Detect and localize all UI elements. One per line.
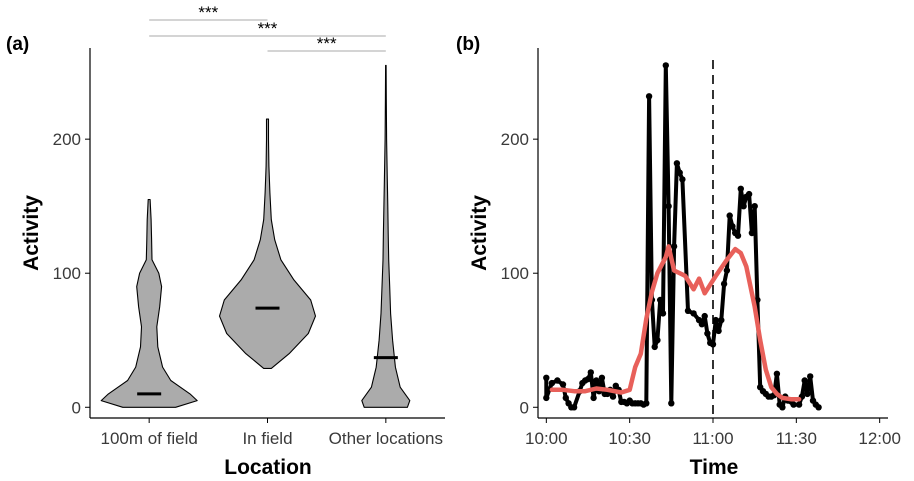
panel-b-y-ticks: 0 100 200 <box>501 130 538 417</box>
significance-brackets: *** *** *** <box>149 3 386 53</box>
raw-activity-point <box>740 203 747 210</box>
y-tick-label: 100 <box>501 264 529 283</box>
raw-activity-point <box>729 223 736 230</box>
y-tick-label: 0 <box>520 398 529 417</box>
raw-activity-point <box>584 375 592 383</box>
y-tick-label: 0 <box>72 398 81 417</box>
raw-activity-point <box>651 343 658 351</box>
smoothed-activity-line <box>549 244 802 402</box>
panel-b-x-axis-title: Time <box>690 456 739 479</box>
raw-activity-point <box>670 243 678 250</box>
raw-activity-point <box>643 400 650 407</box>
raw-activity-point <box>609 393 617 400</box>
raw-activity-point <box>779 404 786 411</box>
raw-activity-point <box>751 203 758 210</box>
panel-a-y-axis-title: Activity <box>20 195 43 271</box>
raw-activity-point <box>807 373 814 380</box>
panel-a-x-axis-title: Location <box>224 456 312 479</box>
x-tick-label: 10:30 <box>608 429 651 448</box>
raw-activity-point <box>745 190 753 198</box>
raw-activity-point <box>654 337 661 344</box>
raw-activity-point <box>734 232 742 239</box>
raw-activity-point <box>559 381 567 388</box>
raw-activity-point <box>665 203 672 210</box>
y-tick-label: 200 <box>53 130 81 149</box>
raw-activity-point <box>790 401 797 408</box>
raw-activity-point <box>673 160 681 167</box>
raw-activity-point <box>690 310 697 317</box>
panel-b-y-axis-title: Activity <box>468 195 491 271</box>
x-tick-label: 12:00 <box>858 429 901 448</box>
raw-activity-point <box>554 377 561 384</box>
raw-activity-point <box>712 316 719 324</box>
raw-activity-point <box>548 379 556 387</box>
raw-activity-point <box>718 316 725 324</box>
line-series-group <box>543 62 822 411</box>
raw-activity-point <box>801 377 808 384</box>
x-tick-label: 100m of field <box>100 429 197 448</box>
raw-activity-point <box>570 404 578 411</box>
panel-b: (b) 0 100 200 10:00 10:30 11:00 11:30 12:00 Ti… <box>456 34 901 479</box>
significance-label: *** <box>317 34 337 53</box>
raw-activity-point <box>668 400 675 407</box>
violin-group <box>100 64 411 408</box>
x-tick-label: Other locations <box>329 429 443 448</box>
raw-activity-point <box>748 229 756 237</box>
raw-activity-point <box>795 401 803 408</box>
raw-activity-point <box>543 374 550 381</box>
violin-shape <box>100 198 198 408</box>
raw-activity-point <box>659 310 667 317</box>
raw-activity-point <box>598 374 606 381</box>
x-tick-label: In field <box>242 429 292 448</box>
x-tick-label: 11:00 <box>692 429 733 448</box>
raw-activity-point <box>662 62 669 69</box>
raw-activity-point <box>562 394 569 402</box>
raw-activity-point <box>698 321 706 328</box>
panel-a: (a) *** *** *** 0 100 200 100m of field In fi… <box>6 3 445 479</box>
raw-activity-point <box>587 369 594 376</box>
raw-activity-point <box>737 185 744 192</box>
raw-activity-point <box>704 330 711 337</box>
raw-activity-point <box>657 296 664 304</box>
raw-activity-point <box>804 390 811 398</box>
raw-activity-point <box>679 176 686 183</box>
panel-a-x-ticks: 100m of field In field Other locations <box>100 418 443 448</box>
x-tick-label: 11:30 <box>776 429 817 448</box>
panel-a-label: (a) <box>6 34 29 55</box>
y-tick-label: 100 <box>53 264 81 283</box>
raw-activity-point <box>684 307 692 314</box>
significance-label: *** <box>258 19 278 38</box>
raw-activity-point <box>815 404 822 411</box>
violin-shape <box>361 64 411 408</box>
raw-activity-point <box>543 394 550 402</box>
significance-label: *** <box>198 3 218 22</box>
raw-activity-point <box>645 93 653 100</box>
panel-b-x-ticks: 10:00 10:30 11:00 11:30 12:00 <box>525 418 901 448</box>
x-tick-label: 10:00 <box>525 429 568 448</box>
raw-activity-point <box>701 312 708 320</box>
raw-activity-point <box>773 370 781 377</box>
raw-activity-point <box>720 280 728 288</box>
raw-activity-point <box>709 341 717 348</box>
raw-activity-point <box>723 267 731 274</box>
panel-a-y-ticks: 0 100 200 <box>53 130 90 417</box>
raw-activity-point <box>676 169 683 176</box>
raw-activity-point <box>726 212 733 219</box>
y-tick-label: 200 <box>501 130 529 149</box>
panel-b-label: (b) <box>456 34 480 55</box>
raw-activity-point <box>590 394 597 402</box>
violin-shape <box>218 118 317 369</box>
raw-activity-line <box>544 63 821 410</box>
raw-activity-point <box>593 377 600 384</box>
raw-activity-point <box>715 327 722 335</box>
